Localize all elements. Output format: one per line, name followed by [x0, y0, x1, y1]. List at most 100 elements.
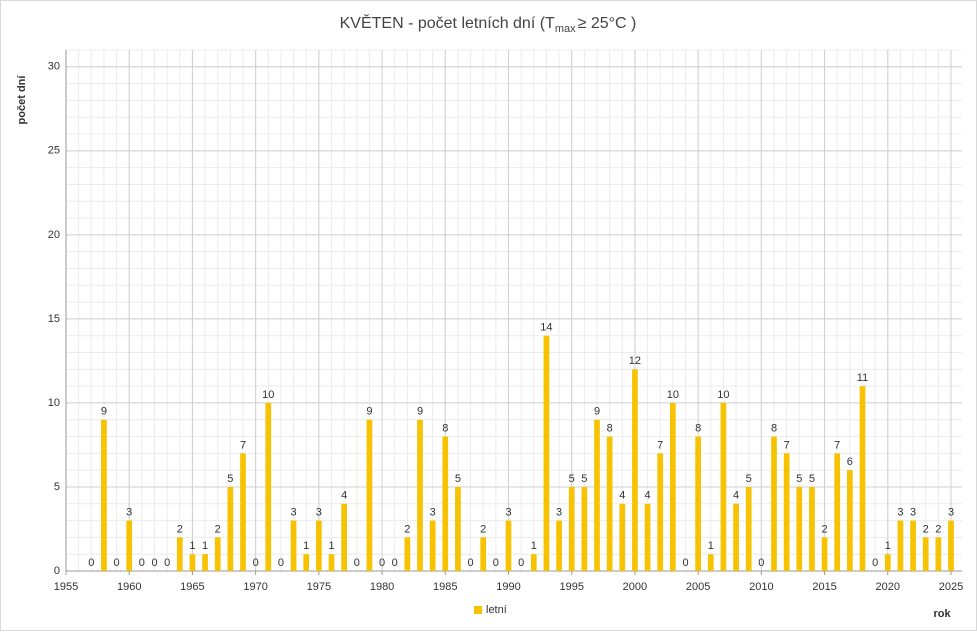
value-label: 4 — [733, 490, 739, 502]
value-label: 14 — [540, 322, 552, 334]
bar — [670, 402, 676, 571]
value-label: 2 — [177, 523, 183, 535]
y-tick-label: 5 — [54, 481, 60, 493]
value-label: 7 — [834, 439, 840, 451]
bar — [606, 436, 613, 571]
y-tick-label: 20 — [48, 229, 60, 241]
bar — [657, 453, 664, 571]
value-label: 5 — [796, 473, 802, 485]
value-label: 2 — [404, 523, 410, 535]
bar — [594, 419, 600, 571]
title-text: KVĚTEN - počet letních dní (T — [340, 13, 555, 32]
bar — [632, 369, 638, 571]
title-text: ≥ 25°C ) — [578, 15, 637, 32]
bar — [417, 419, 423, 571]
value-label: 5 — [809, 473, 815, 485]
bar — [910, 520, 916, 571]
value-label: 0 — [392, 557, 398, 569]
bar — [442, 436, 449, 571]
value-label: 3 — [316, 506, 322, 518]
bar — [745, 486, 752, 571]
value-label: 3 — [897, 506, 903, 518]
x-tick-label: 1990 — [496, 581, 520, 593]
bar — [126, 520, 133, 571]
value-label: 3 — [126, 506, 132, 518]
bar — [101, 419, 107, 571]
x-tick-label: 2010 — [749, 581, 773, 593]
bar — [316, 520, 322, 571]
value-label: 8 — [442, 422, 448, 434]
x-tick-label: 1985 — [433, 581, 457, 593]
value-label: 8 — [771, 422, 777, 434]
value-label: 0 — [253, 557, 259, 569]
bar — [202, 554, 208, 571]
x-tick-label: 2015 — [812, 581, 836, 593]
value-label: 4 — [619, 490, 625, 502]
bar — [707, 554, 714, 571]
value-label: 10 — [262, 389, 274, 401]
value-label: 1 — [531, 540, 537, 552]
value-label: 3 — [910, 506, 916, 518]
bar — [429, 520, 436, 571]
bar — [783, 453, 790, 571]
value-label: 5 — [746, 473, 752, 485]
bar — [556, 520, 562, 571]
bar — [328, 554, 335, 571]
value-label: 10 — [717, 389, 729, 401]
value-label: 9 — [366, 406, 372, 418]
value-label: 5 — [581, 473, 587, 485]
value-label: 6 — [847, 456, 853, 468]
value-label: 7 — [240, 439, 246, 451]
value-label: 9 — [417, 406, 423, 418]
value-label: 1 — [885, 540, 891, 552]
value-label: 1 — [708, 540, 714, 552]
value-label: 8 — [607, 422, 613, 434]
bar — [341, 503, 347, 571]
bar — [619, 503, 626, 571]
bar — [505, 520, 512, 571]
value-label: 0 — [518, 557, 524, 569]
bar — [240, 453, 246, 571]
bar — [227, 486, 234, 571]
value-label: 2 — [215, 523, 221, 535]
y-axis-label: počet dní — [16, 75, 28, 125]
value-label: 0 — [682, 557, 688, 569]
bar — [530, 554, 537, 571]
value-label: 1 — [202, 540, 208, 552]
y-tick-label: 10 — [48, 397, 60, 409]
bar — [176, 537, 183, 571]
x-tick-label: 2000 — [623, 581, 647, 593]
bar — [948, 520, 954, 571]
legend-swatch — [474, 606, 482, 614]
value-label: 12 — [629, 355, 641, 367]
value-label: 3 — [556, 506, 562, 518]
value-label: 2 — [480, 523, 486, 535]
bar — [480, 537, 487, 571]
x-tick-label: 1980 — [370, 581, 394, 593]
value-label: 7 — [657, 439, 663, 451]
value-label: 3 — [430, 506, 436, 518]
bar — [543, 335, 550, 571]
value-label: 0 — [354, 557, 360, 569]
value-label: 0 — [114, 557, 120, 569]
bar — [796, 486, 803, 571]
legend-label: letní — [486, 604, 507, 616]
value-label: 0 — [164, 557, 170, 569]
bar — [214, 537, 221, 571]
value-label: 0 — [493, 557, 499, 569]
x-tick-label: 1960 — [117, 581, 141, 593]
value-label: 0 — [139, 557, 145, 569]
y-tick-label: 30 — [48, 61, 60, 73]
bar — [771, 436, 777, 571]
value-label: 2 — [923, 523, 929, 535]
value-label: 10 — [667, 389, 679, 401]
bar — [821, 537, 828, 571]
bar — [884, 554, 891, 571]
x-axis-label: rok — [933, 608, 951, 620]
bar — [733, 503, 739, 571]
bar — [922, 537, 929, 571]
bar — [695, 436, 701, 571]
value-label: 9 — [101, 406, 107, 418]
value-label: 0 — [758, 557, 764, 569]
bar — [809, 486, 815, 571]
